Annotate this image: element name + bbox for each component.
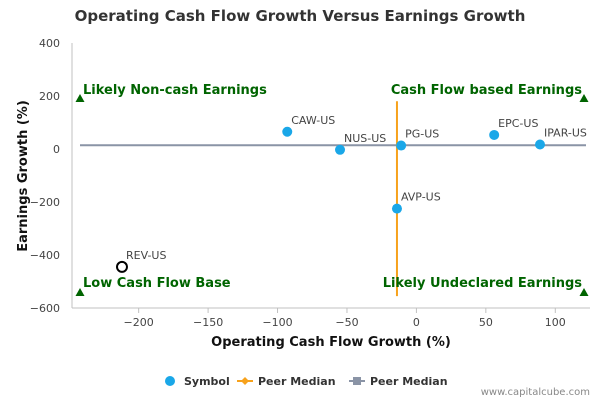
x-tick-label: −50 [335, 316, 358, 329]
x-tick-label: 0 [413, 316, 420, 329]
median-lines [80, 101, 586, 297]
data-point-label: NUS-US [344, 132, 386, 145]
x-axis-label: Operating Cash Flow Growth (%) [211, 335, 451, 350]
data-point-label: CAW-US [291, 114, 335, 127]
quadrant-label-top-left: Likely Non-cash Earnings [83, 83, 267, 98]
legend-label: Peer Median [258, 375, 336, 388]
y-tick-label: 400 [39, 37, 60, 50]
triangle-marker-top-right [579, 94, 589, 102]
data-point [115, 260, 128, 273]
data-point-label: AVP-US [401, 191, 441, 204]
legend-marker-diamond [241, 377, 249, 385]
x-tick-label: −200 [124, 316, 154, 329]
x-tick-label: 100 [545, 316, 566, 329]
quadrant-label-bottom-right: Likely Undeclared Earnings [383, 276, 583, 291]
x-tick-label: 50 [479, 316, 493, 329]
y-ticks: 400 200 0 −200 −400 −600 [30, 37, 60, 315]
data-point [396, 140, 407, 151]
triangle-marker-top-left [75, 94, 85, 102]
triangle-marker-bottom-right [579, 288, 589, 296]
plot-area: −200 −150 −100 −50 0 50 100 400 200 0 −200 −400 −60… [30, 37, 590, 329]
triangle-marker-bottom-left [75, 288, 85, 296]
y-tick-label: −200 [30, 196, 60, 209]
data-point-label: EPC-US [498, 117, 538, 130]
legend-label: Symbol [184, 375, 230, 388]
credit-text: www.capitalcube.com [481, 387, 590, 398]
y-tick-label: −400 [30, 249, 60, 262]
data-points: CAW-US NUS-US PG-US EPC-US IPAR-US AVP-US REV-… [115, 114, 587, 273]
x-tick-label: −100 [262, 316, 292, 329]
chart-title: Operating Cash Flow Growth Versus Earnin… [75, 7, 526, 25]
quadrant-label-top-right: Cash Flow based Earnings [391, 83, 582, 98]
y-tick-label: 0 [53, 143, 60, 156]
data-point [489, 129, 500, 140]
x-ticks: −200 −150 −100 −50 0 50 100 [124, 308, 566, 329]
data-point [282, 126, 293, 137]
data-point-label: IPAR-US [544, 126, 587, 139]
quadrant-label-bottom-left: Low Cash Flow Base [83, 276, 231, 291]
data-point [535, 139, 546, 150]
legend-marker-circle [165, 376, 175, 386]
x-tick-label: −150 [193, 316, 223, 329]
data-point-label: REV-US [126, 249, 166, 262]
data-point [391, 203, 402, 214]
data-point [335, 144, 346, 155]
legend: Symbol Peer Median Peer Median [165, 375, 448, 388]
legend-marker-square [353, 377, 361, 385]
legend-label: Peer Median [370, 375, 448, 388]
y-tick-label: 200 [39, 90, 60, 103]
y-axis-label: Earnings Growth (%) [16, 100, 31, 252]
quadrant-labels: Likely Non-cash Earnings Cash Flow based … [75, 83, 589, 296]
y-tick-label: −600 [30, 302, 60, 315]
data-point-label: PG-US [405, 128, 439, 141]
